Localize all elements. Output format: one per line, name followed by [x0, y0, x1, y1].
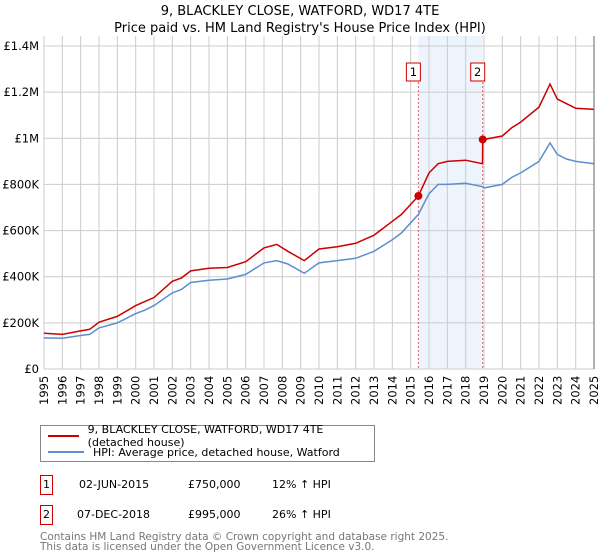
sale-price: £750,000 — [188, 478, 241, 491]
sale-price: £995,000 — [188, 508, 241, 521]
sale-point — [414, 191, 423, 200]
x-tick-label: 1996 — [55, 376, 69, 405]
x-tick-label: 2005 — [220, 376, 234, 405]
x-tick-label: 2021 — [514, 376, 528, 405]
footer-licence: This data is licensed under the Open Gov… — [40, 541, 375, 553]
chart-title: 9, BLACKLEY CLOSE, WATFORD, WD17 4TE — [160, 4, 440, 19]
legend-label: 9, BLACKLEY CLOSE, WATFORD, WD17 4TE (de… — [87, 423, 324, 449]
y-tick-label: £1M — [14, 131, 39, 145]
series-line — [43, 141, 595, 340]
x-tick-label: 2025 — [587, 376, 600, 405]
x-tick-label: 2015 — [404, 376, 418, 405]
x-tick-label: 2016 — [422, 376, 436, 405]
x-tick-label: 2002 — [165, 376, 179, 405]
x-tick-label: 2012 — [349, 376, 363, 405]
x-tick-label: 1997 — [74, 376, 88, 405]
x-tick-label: 1998 — [92, 376, 106, 405]
legend-label: HPI: Average price, detached house, Watf… — [93, 445, 340, 459]
x-tick-label: 2011 — [330, 376, 344, 405]
y-tick-label: £1.4M — [3, 39, 39, 53]
legend-swatch-blue — [48, 451, 84, 453]
x-tick-label: 2013 — [367, 376, 381, 405]
y-tick-label: £200K — [2, 316, 39, 330]
x-tick-label: 2001 — [147, 376, 161, 405]
sale-marker-label: 1 — [40, 475, 53, 495]
y-tick-label: £400K — [2, 270, 39, 284]
x-tick-label: 2019 — [477, 376, 491, 405]
sale-point — [478, 135, 487, 144]
x-tick-label: 2009 — [294, 376, 308, 405]
sale-marker-label: 1 — [410, 65, 417, 79]
sale-date: 07-DEC-2018 — [77, 508, 151, 521]
shaded-period — [418, 36, 483, 369]
sale-hpi-change: 12% ↑ HPI — [272, 478, 331, 491]
sale-marker-box — [405, 62, 421, 82]
x-tick-label: 2008 — [275, 376, 289, 405]
y-tick-label: £0 — [24, 362, 39, 376]
sale-hpi-change: 26% ↑ HPI — [272, 508, 331, 521]
x-tick-label: 2024 — [569, 376, 583, 405]
legend: 9, BLACKLEY CLOSE, WATFORD, WD17 4TE (de… — [40, 423, 375, 462]
sale-date: 02-JUN-2015 — [79, 478, 150, 491]
sale-marker-label: 2 — [474, 65, 481, 79]
x-tick-label: 2010 — [312, 376, 326, 405]
y-tick-label: £800K — [2, 177, 39, 191]
legend-item-hpi: HPI: Average price, detached house, Watf… — [48, 444, 340, 460]
x-tick-label: 2023 — [550, 376, 564, 405]
legend-item-property: 9, BLACKLEY CLOSE, WATFORD, WD17 4TE (de… — [48, 423, 374, 449]
chart-subtitle: Price paid vs. HM Land Registry's House … — [114, 21, 486, 36]
x-tick-label: 2014 — [385, 376, 399, 405]
sale-marker-box — [470, 62, 486, 82]
x-tick-label: 2007 — [257, 376, 271, 405]
series-line — [43, 82, 595, 336]
x-tick-label: 2004 — [202, 376, 216, 405]
x-tick-label: 1999 — [110, 376, 124, 405]
x-tick-label: 2000 — [129, 376, 143, 405]
sale-marker-label: 2 — [40, 505, 53, 525]
x-tick-label: 2020 — [495, 376, 509, 405]
x-tick-label: 2006 — [239, 376, 253, 405]
price-chart: £0 £200K £400K £600K £800K £1M £1.2M £1.4M 1995 1… — [2, 36, 600, 405]
x-tick-label: 1995 — [37, 376, 51, 405]
x-tick-label: 2022 — [532, 376, 546, 405]
x-tick-label: 2003 — [184, 376, 198, 405]
legend-swatch-red — [48, 435, 79, 437]
x-tick-label: 2017 — [440, 376, 454, 405]
y-tick-label: £1.2M — [3, 85, 39, 99]
footer-copyright: Contains HM Land Registry data © Crown c… — [40, 531, 449, 543]
x-tick-label: 2018 — [459, 376, 473, 405]
y-tick-label: £600K — [2, 224, 39, 238]
